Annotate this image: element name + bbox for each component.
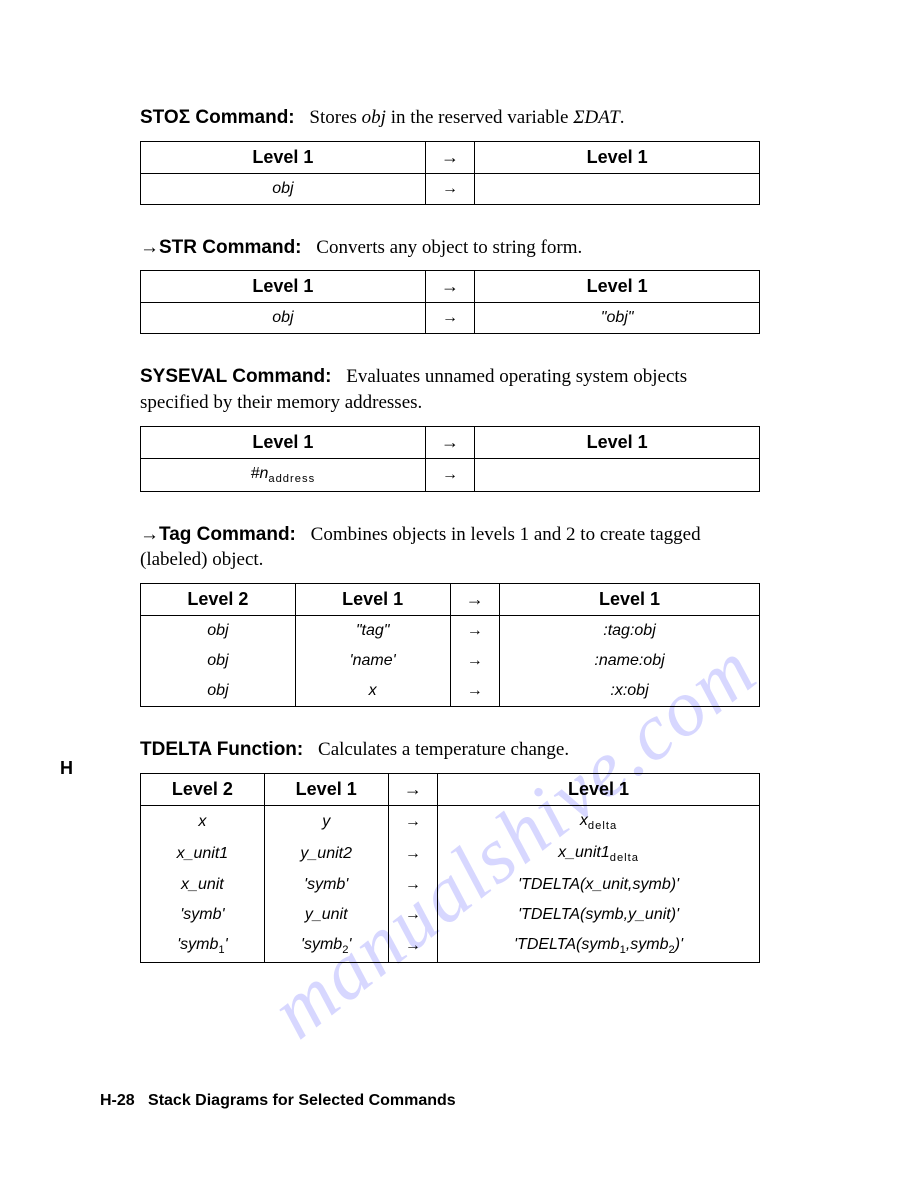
cell: 'symb' bbox=[141, 900, 265, 930]
col-header: Level 1 bbox=[475, 141, 760, 173]
col-header: Level 2 bbox=[141, 584, 296, 616]
cell: 'symb1' bbox=[141, 930, 265, 963]
col-header: Level 2 bbox=[141, 773, 265, 805]
section-syseval: SYSEVAL Command: Evaluates unnamed opera… bbox=[140, 364, 760, 491]
cell bbox=[475, 458, 760, 491]
section-sto-sigma: STOΣ Command: Stores obj in the reserved… bbox=[140, 105, 760, 205]
cell: x_unit1delta bbox=[438, 838, 760, 870]
cell-arrow: → bbox=[388, 805, 438, 838]
stack-table: Level 1 → Level 1 #naddress → bbox=[140, 426, 760, 492]
cell: :x:obj bbox=[500, 676, 760, 707]
cell: 'TDELTA(symb,y_unit)' bbox=[438, 900, 760, 930]
cmd-heading: SYSEVAL Command: bbox=[140, 366, 337, 387]
col-header-arrow: → bbox=[425, 271, 475, 303]
stack-table: Level 1 → Level 1 obj → "obj" bbox=[140, 270, 760, 334]
cell-arrow: → bbox=[388, 930, 438, 963]
cmd-heading: →Tag Command: bbox=[140, 524, 301, 545]
cell: :name:obj bbox=[500, 646, 760, 676]
cell: y_unit2 bbox=[264, 838, 388, 870]
cell: obj bbox=[141, 303, 426, 334]
col-header: Level 1 bbox=[438, 773, 760, 805]
col-header-arrow: → bbox=[450, 584, 500, 616]
cmd-heading: →STR Command: bbox=[140, 237, 307, 258]
cell: obj bbox=[141, 173, 426, 204]
cell-arrow: → bbox=[388, 838, 438, 870]
cell: obj bbox=[141, 616, 296, 647]
footer-title: Stack Diagrams for Selected Commands bbox=[148, 1092, 456, 1109]
col-header: Level 1 bbox=[141, 426, 426, 458]
cell: x_unit1 bbox=[141, 838, 265, 870]
stack-table: Level 2 Level 1 → Level 1 x y → xdelta x… bbox=[140, 773, 760, 964]
cell-arrow: → bbox=[450, 676, 500, 707]
cell-arrow: → bbox=[450, 616, 500, 647]
cell-arrow: → bbox=[425, 303, 475, 334]
cell-arrow: → bbox=[388, 900, 438, 930]
cell: x bbox=[295, 676, 450, 707]
cell: x_unit bbox=[141, 870, 265, 900]
cell: #naddress bbox=[141, 458, 426, 491]
col-header: Level 1 bbox=[500, 584, 760, 616]
side-section-letter: H bbox=[60, 758, 73, 779]
cell: obj bbox=[141, 676, 296, 707]
cmd-desc: Stores obj in the reserved variable ΣDAT… bbox=[300, 107, 625, 128]
col-header: Level 1 bbox=[264, 773, 388, 805]
section-tag: →Tag Command: Combines objects in levels… bbox=[140, 522, 760, 707]
page-number: H-28 bbox=[100, 1092, 135, 1109]
cell: 'symb2' bbox=[264, 930, 388, 963]
page-content: STOΣ Command: Stores obj in the reserved… bbox=[140, 105, 760, 993]
cell bbox=[475, 173, 760, 204]
cell: 'name' bbox=[295, 646, 450, 676]
col-header: Level 1 bbox=[295, 584, 450, 616]
stack-table: Level 2 Level 1 → Level 1 obj "tag" → :t… bbox=[140, 583, 760, 707]
cmd-desc: Converts any object to string form. bbox=[307, 237, 582, 258]
cmd-desc: Calculates a temperature change. bbox=[309, 739, 570, 760]
cell-arrow: → bbox=[425, 458, 475, 491]
cmd-heading: TDELTA Function: bbox=[140, 739, 309, 760]
cell: y_unit bbox=[264, 900, 388, 930]
cell: y bbox=[264, 805, 388, 838]
col-header: Level 1 bbox=[475, 426, 760, 458]
col-header-arrow: → bbox=[425, 426, 475, 458]
col-header: Level 1 bbox=[141, 271, 426, 303]
cell: 'TDELTA(symb1,symb2)' bbox=[438, 930, 760, 963]
cell-arrow: → bbox=[425, 173, 475, 204]
cell: 'symb' bbox=[264, 870, 388, 900]
col-header-arrow: → bbox=[388, 773, 438, 805]
cell: "tag" bbox=[295, 616, 450, 647]
cell: 'TDELTA(x_unit,symb)' bbox=[438, 870, 760, 900]
cell: obj bbox=[141, 646, 296, 676]
col-header: Level 1 bbox=[141, 141, 426, 173]
cmd-heading: STOΣ Command: bbox=[140, 107, 300, 128]
page-footer: H-28 Stack Diagrams for Selected Command… bbox=[100, 1092, 456, 1110]
col-header: Level 1 bbox=[475, 271, 760, 303]
cell: "obj" bbox=[475, 303, 760, 334]
stack-table: Level 1 → Level 1 obj → bbox=[140, 141, 760, 205]
cell-arrow: → bbox=[450, 646, 500, 676]
col-header-arrow: → bbox=[425, 141, 475, 173]
section-str: →STR Command: Converts any object to str… bbox=[140, 235, 760, 335]
cell: x bbox=[141, 805, 265, 838]
cell-arrow: → bbox=[388, 870, 438, 900]
section-tdelta: TDELTA Function: Calculates a temperatur… bbox=[140, 737, 760, 963]
cell: :tag:obj bbox=[500, 616, 760, 647]
cell: xdelta bbox=[438, 805, 760, 838]
